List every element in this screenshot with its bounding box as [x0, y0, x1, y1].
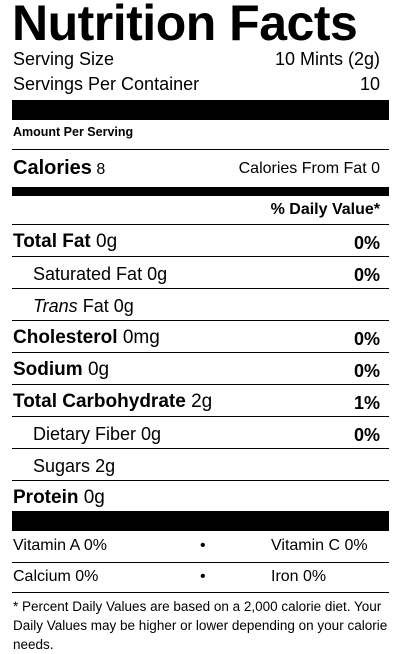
- servings-per-container-value: 10: [359, 74, 380, 94]
- divider: [12, 562, 389, 563]
- sugars-label: Sugars: [33, 456, 91, 476]
- dietary-fiber-row: Dietary Fiber 0g: [33, 425, 161, 443]
- amount-per-serving: Amount Per Serving: [13, 125, 134, 139]
- divider: [12, 320, 389, 321]
- sugars-amount: 2g: [95, 456, 116, 476]
- nutrition-facts-label: Nutrition Facts Serving Size 10 Mints (2…: [3, 0, 398, 654]
- saturated-fat-amount: 0g: [147, 264, 168, 284]
- sodium-row: Sodium 0g: [13, 360, 109, 379]
- divider-thick: [12, 100, 389, 120]
- trans-fat-label: Fat: [82, 296, 109, 316]
- servings-per-container-label: Servings Per Container: [13, 74, 200, 94]
- calcium: Calcium 0%: [13, 568, 99, 585]
- label-title: Nutrition Facts: [12, 0, 358, 51]
- cholesterol-amount: 0mg: [122, 327, 160, 348]
- trans-fat-row: Trans Fat 0g: [33, 297, 134, 315]
- calories-label: Calories: [13, 157, 92, 179]
- divider: [12, 592, 389, 593]
- cholesterol-row: Cholesterol 0mg: [13, 328, 160, 347]
- protein-amount: 0g: [83, 487, 105, 508]
- saturated-fat-dv: 0%: [353, 265, 380, 285]
- protein-row: Protein 0g: [13, 488, 105, 507]
- divider-medium: [12, 187, 389, 196]
- divider: [12, 480, 389, 481]
- cholesterol-dv: 0%: [353, 329, 380, 349]
- sodium-label: Sodium: [13, 359, 83, 380]
- footnote: * Percent Daily Values are based on a 2,…: [13, 599, 388, 652]
- vitamin-separator: •: [200, 568, 206, 585]
- cholesterol-label: Cholesterol: [13, 327, 118, 348]
- trans-fat-amount: 0g: [113, 296, 134, 316]
- serving-size-value: 10 Mints (2g): [274, 49, 380, 69]
- divider-thick: [12, 511, 389, 531]
- protein-label: Protein: [13, 487, 79, 508]
- iron: Iron 0%: [271, 568, 327, 585]
- divider: [12, 256, 389, 257]
- dietary-fiber-amount: 0g: [141, 424, 162, 444]
- sodium-dv: 0%: [353, 361, 380, 381]
- total-fat-label: Total Fat: [13, 231, 91, 252]
- total-fat-row: Total Fat 0g: [13, 232, 117, 251]
- serving-size-label: Serving Size: [13, 49, 115, 69]
- daily-value-header: % Daily Value*: [270, 201, 380, 218]
- vitamin-c: Vitamin C 0%: [271, 537, 368, 554]
- vitamin-separator: •: [200, 537, 206, 554]
- divider: [12, 384, 389, 385]
- total-carbohydrate-dv: 1%: [353, 393, 380, 413]
- trans-fat-italic: Trans: [33, 296, 78, 316]
- sodium-amount: 0g: [87, 359, 110, 380]
- dietary-fiber-dv: 0%: [353, 425, 380, 445]
- divider: [12, 352, 389, 353]
- divider: [12, 288, 389, 289]
- saturated-fat-row: Saturated Fat 0g: [33, 265, 167, 283]
- divider: [12, 149, 389, 150]
- calories-from-fat-value: 0: [371, 160, 380, 177]
- vitamin-a: Vitamin A 0%: [13, 537, 107, 554]
- total-carbohydrate-amount: 2g: [191, 391, 213, 412]
- divider: [12, 416, 389, 417]
- total-fat-amount: 0g: [96, 231, 118, 252]
- saturated-fat-label: Saturated Fat: [33, 264, 143, 284]
- calories-value: 8: [96, 161, 106, 178]
- divider: [12, 224, 389, 225]
- total-carbohydrate-label: Total Carbohydrate: [13, 391, 186, 412]
- total-fat-dv: 0%: [353, 233, 380, 253]
- dietary-fiber-label: Dietary Fiber: [33, 424, 137, 444]
- calories-from-fat-label: Calories From Fat: [238, 160, 367, 177]
- total-carbohydrate-row: Total Carbohydrate 2g: [13, 392, 212, 411]
- sugars-row: Sugars 2g: [33, 457, 115, 475]
- calories-from-fat: Calories From Fat 0: [239, 161, 380, 177]
- calories-row: Calories 8: [13, 158, 105, 178]
- divider: [12, 448, 389, 449]
